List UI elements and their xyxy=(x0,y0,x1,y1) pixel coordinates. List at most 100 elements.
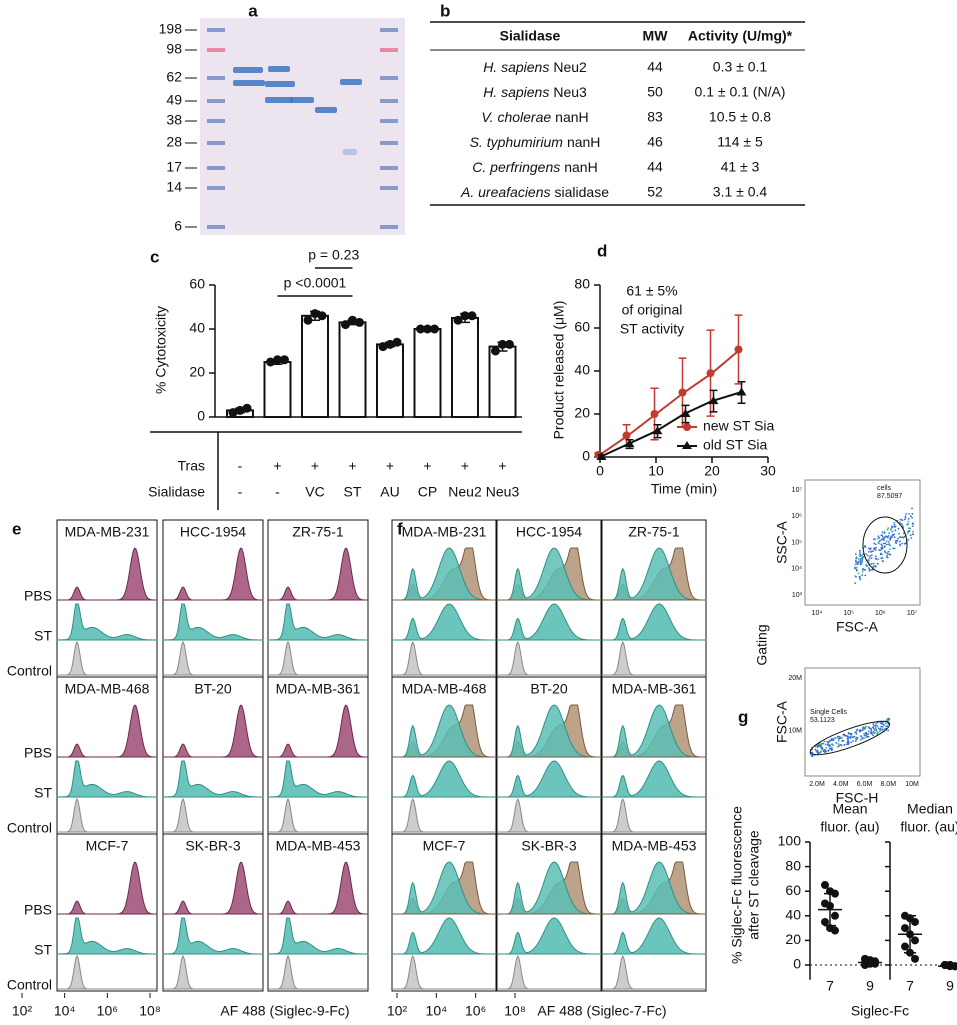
event-dot xyxy=(859,558,862,560)
event-dot xyxy=(901,519,904,522)
event-dot xyxy=(863,734,866,737)
histogram-box xyxy=(496,833,602,992)
histogram xyxy=(163,797,263,833)
event-dot xyxy=(865,553,868,556)
event-dot xyxy=(869,555,872,557)
marker xyxy=(736,387,747,396)
row-label: PBS xyxy=(24,902,52,918)
event-dot xyxy=(881,553,883,556)
marker xyxy=(622,431,631,440)
histogram xyxy=(497,547,602,601)
event-dot xyxy=(886,719,888,722)
marker xyxy=(708,396,719,405)
bar xyxy=(338,321,367,418)
histogram xyxy=(602,797,706,833)
event-dot xyxy=(855,561,858,564)
gel-image xyxy=(200,18,405,235)
event-dot xyxy=(891,525,893,528)
histogram xyxy=(497,760,602,798)
event-dot xyxy=(886,552,889,555)
x-tick-label: 10⁶ xyxy=(875,610,886,617)
activity: 41 ± 3 xyxy=(721,159,760,175)
event-dot xyxy=(859,563,862,566)
tras-label: + xyxy=(423,458,431,474)
histogram xyxy=(163,640,263,676)
event-dot xyxy=(856,563,859,565)
event-dot xyxy=(864,568,867,571)
event-dot xyxy=(822,742,825,745)
event-dot xyxy=(894,539,897,542)
event-dot xyxy=(904,515,907,518)
event-dot xyxy=(892,534,894,537)
event-dot xyxy=(879,729,882,731)
event-dot xyxy=(870,731,873,734)
replicate-point xyxy=(266,357,275,367)
sialidase-name: S. typhumirium nanH xyxy=(470,134,601,150)
event-dot xyxy=(873,731,876,734)
y-tick-label: 10M xyxy=(788,728,802,735)
histogram xyxy=(57,797,157,833)
event-dot xyxy=(894,529,897,532)
cell-line: MDA-MB-361 xyxy=(276,681,361,697)
x-tick-label: 10⁴ xyxy=(812,610,823,617)
panel-label: e xyxy=(12,519,21,538)
event-dot xyxy=(845,735,848,737)
event-dot xyxy=(894,525,897,528)
event-dot xyxy=(909,534,912,537)
event-dot xyxy=(840,737,843,740)
y-axis-label: FSC-A xyxy=(774,700,790,743)
histogram xyxy=(392,547,497,601)
bar xyxy=(263,361,292,418)
event-dot xyxy=(883,545,886,548)
event-dot xyxy=(877,541,880,544)
y-tick-label: 10⁶ xyxy=(791,513,802,520)
ladder-band xyxy=(380,48,398,52)
species: C. perfringens xyxy=(472,159,560,175)
event-dot xyxy=(875,730,878,733)
histogram xyxy=(392,603,497,641)
event-dot xyxy=(872,726,875,728)
event-dot xyxy=(816,746,819,749)
event-dot xyxy=(855,732,858,735)
event-dot xyxy=(847,740,850,743)
y-tick-label: 60 xyxy=(574,319,590,335)
event-dot xyxy=(910,537,913,539)
ladder-band xyxy=(380,186,398,190)
x-axis-label: Time (min) xyxy=(651,481,717,497)
event-dot xyxy=(854,563,857,566)
event-dot xyxy=(887,535,890,537)
gate-name: cells xyxy=(877,485,892,492)
event-dot xyxy=(875,729,878,731)
y-tick-label: 60 xyxy=(189,276,205,292)
event-dot xyxy=(861,554,863,557)
mw: 50 xyxy=(647,84,663,100)
y-tick-label: 40 xyxy=(189,320,205,336)
event-dot xyxy=(902,536,905,539)
event-dot xyxy=(873,542,876,545)
protein-band xyxy=(233,80,265,86)
sialidase-label: Neu2 xyxy=(448,484,482,500)
event-dot xyxy=(870,727,872,730)
event-dot xyxy=(859,578,862,581)
histogram xyxy=(392,704,497,758)
event-dot xyxy=(887,550,890,553)
gate xyxy=(862,516,908,574)
event-dot xyxy=(816,750,819,752)
x-tick-label: 4.0M xyxy=(833,781,849,788)
event-dot xyxy=(879,727,882,730)
event-dot xyxy=(889,538,892,541)
bar xyxy=(451,317,479,418)
ladder-band xyxy=(207,28,225,32)
event-dot xyxy=(854,553,857,555)
histogram-box xyxy=(162,833,264,992)
histogram xyxy=(57,954,157,990)
y-tick-label: 0 xyxy=(793,956,801,972)
event-dot xyxy=(881,538,884,541)
event-dot xyxy=(872,734,874,737)
x-tick-label: 10² xyxy=(12,1003,33,1019)
event-dot xyxy=(855,557,857,560)
sialidase-name: A. ureafaciens sialidase xyxy=(460,184,609,200)
event-dot xyxy=(911,525,914,528)
event-dot xyxy=(891,530,894,533)
event-dot xyxy=(890,527,893,530)
